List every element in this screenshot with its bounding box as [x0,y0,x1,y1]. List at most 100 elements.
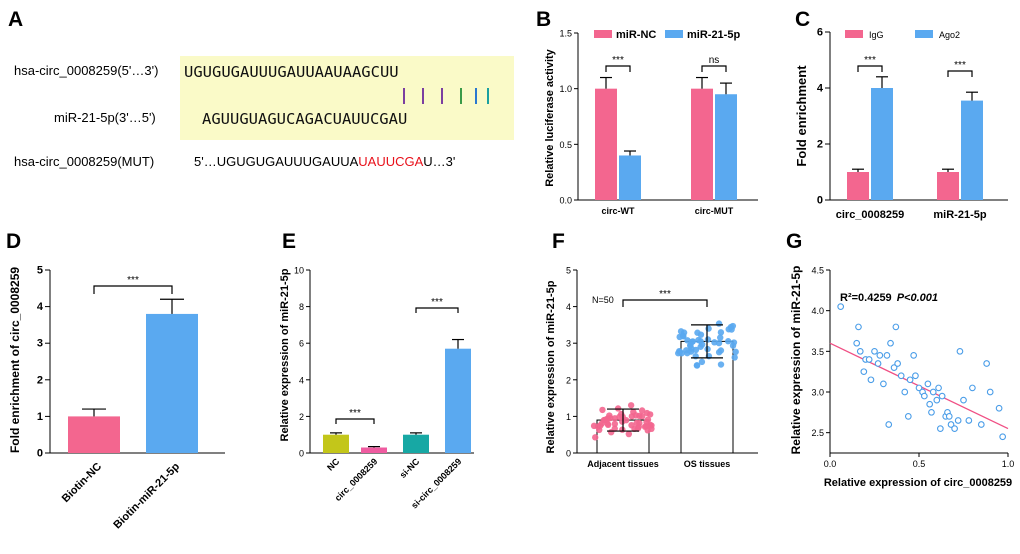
y-tick-label: 1 [37,411,43,423]
significance-bracket [415,307,459,313]
data-point [692,346,700,354]
data-point [860,368,868,376]
sig-label: *** [612,55,624,66]
chart-b-legend: miR-NC miR-21-5p [594,29,740,41]
legend-label-b-1: miR-21-5p [687,29,740,41]
data-point [633,419,640,427]
x-tick-label: NC [325,456,342,473]
y-tick-label: 0.0 [559,196,572,206]
y-tick-label: 4.0 [811,306,824,316]
y-tick-label: 2.5 [811,428,824,438]
data-point [883,352,891,359]
data-point [592,434,599,441]
data-point [956,347,964,355]
bar-e-circ_0008259 [361,447,387,453]
y-tick-label: 0 [37,448,43,460]
data-point [697,343,704,350]
sig-label: *** [659,289,671,300]
data-point [960,396,967,404]
legend-swatch-b-0 [594,30,612,38]
data-point [837,303,845,310]
x-tick-label: si-NC [398,456,422,480]
y-tick-label: 10 [294,266,304,276]
panel-label-g: G [786,230,802,253]
data-point [929,388,937,396]
y-tick-label: 6 [817,27,823,39]
sig-label: *** [431,297,443,308]
data-point [698,358,706,366]
data-point [885,421,893,428]
legend-swatch-b-1 [665,30,683,38]
y-tick-label: 8 [299,302,304,312]
data-point [983,360,990,367]
chart-d-ylabel: Fold enrichment of circ_0008259 [8,267,22,453]
chart-b-ylabel: Relative luciferase activity [544,48,556,186]
data-point [678,350,685,357]
seq-mut-prefix: 5'…UGUGUGAUUUGAUUA [194,154,359,169]
bar-e-si-NC [403,434,429,453]
sig-label: *** [954,60,966,71]
significance-bracket [947,70,973,77]
data-point [926,400,934,408]
data-point [915,384,923,392]
bar-e-NC [323,434,349,453]
bar-d-Biotin-NC [68,416,120,453]
data-point [945,413,953,420]
data-point [999,433,1007,441]
y-tick-label: 2 [817,139,823,151]
x-tick-label: circ_0008259 [836,209,905,221]
chart-c: 0 2 4 6 circ_0008259 miR-21-5p *** *** [817,27,1008,221]
data-point [680,333,687,340]
data-point [894,360,901,367]
y-tick-label: 4 [566,302,571,312]
panel-label-d: D [6,230,21,253]
data-point [880,380,887,388]
x-tick-label: Biotin-miR-21-5p [111,460,182,531]
bar-b-miR-NC-circ-WT [595,88,617,200]
y-tick-label: 4.5 [811,266,824,276]
y-tick-label: 4 [817,83,824,95]
y-tick-label: 1.0 [559,84,572,94]
data-point [935,384,942,392]
chart-b: 0.0 0.5 1.0 1.5 circ-WT circ-MUT *** ns [559,29,758,216]
significance-bracket [622,299,708,307]
seq-wild: UGUGUGAUUUGAUUAAUAAGCUU [184,63,399,81]
significance-bracket [93,285,173,294]
data-point [693,362,701,369]
data-point [607,428,615,436]
chart-g-ylabel: Relative expression of miR-21-5p [789,266,803,455]
chart-g: 2.5 3.0 3.5 4.0 4.5 0.0 0.5 1.0 [811,266,1014,470]
data-point [599,406,606,414]
data-point [717,361,725,368]
seq-mut-highlight: UAUUCGA [358,154,423,169]
bar-e-si-circ_0008259 [445,348,471,453]
y-tick-label: 2 [37,374,43,386]
data-point [856,347,864,355]
sig-label: ns [709,55,720,66]
data-point [871,347,878,355]
data-point [705,325,712,332]
data-point [677,328,685,335]
data-point [606,412,613,419]
bar-b-miR-21-5p-circ-WT [619,155,641,200]
bar-c-Ago2-miR-21-5p [961,100,983,200]
seq-mut: 5'…UGUGUGAUUUGAUUAUAUUCGAU…3' [194,154,455,169]
data-point [876,352,884,359]
panel-label-f: F [552,230,565,253]
y-tick-label: 5 [566,266,571,276]
x-tick-label: circ-WT [601,206,635,216]
data-point [901,388,909,396]
data-point [715,349,723,356]
data-point [906,376,914,384]
panel-label-b: B [536,8,551,31]
y-tick-label: 0 [566,449,571,459]
data-point [892,323,900,331]
bar-d-Biotin-miR-21-5p [146,313,198,453]
legend-label-c-1: Ago2 [939,30,960,40]
data-point [614,405,622,412]
y-tick-label: 6 [299,339,304,349]
seq-mir: AGUUGUAGUCAGACUAUUCGAU [202,110,407,128]
